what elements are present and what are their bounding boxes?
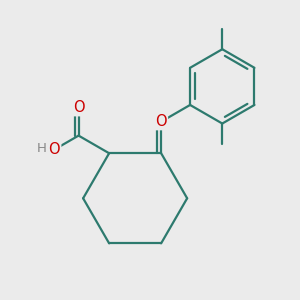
Text: H: H xyxy=(37,142,46,155)
Text: O: O xyxy=(155,114,167,129)
Text: O: O xyxy=(73,100,84,115)
Text: O: O xyxy=(49,142,60,157)
